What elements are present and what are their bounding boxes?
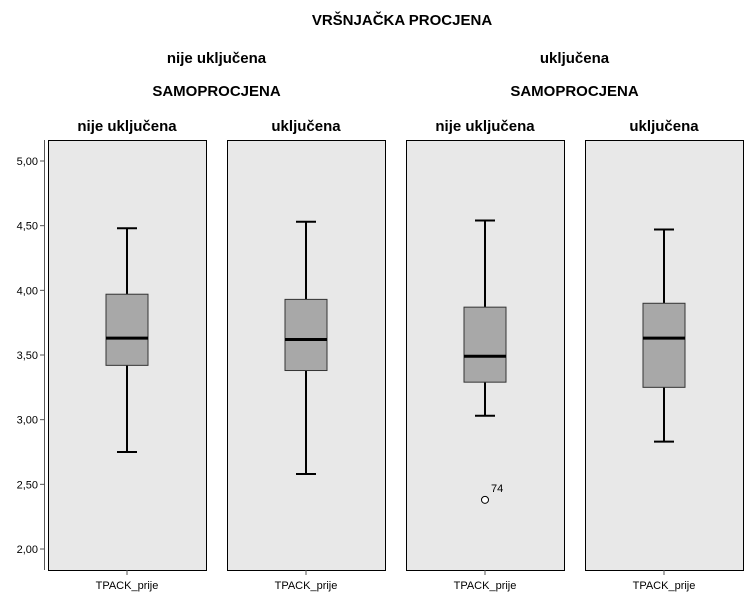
outer-facet-level-label: uključena xyxy=(540,50,610,67)
panel: uključena TPACK_prije xyxy=(227,118,386,592)
inner-facet-level-label: uključena xyxy=(271,118,341,135)
x-tick-label: TPACK_prije xyxy=(96,580,159,592)
y-tick-label: 2,00 xyxy=(17,544,38,556)
y-tick-label: 4,50 xyxy=(17,221,38,233)
inner-facet-level-label: nije uključena xyxy=(77,118,177,135)
outlier-label: 74 xyxy=(491,483,503,495)
x-tick-label: TPACK_prije xyxy=(633,580,696,592)
panel: uključena TPACK_prije xyxy=(585,118,744,592)
y-tick-label: 5,00 xyxy=(17,156,38,168)
panels: nije uključena TPACK_prije uključena TPACK_… xyxy=(48,118,744,592)
y-tick-label: 3,00 xyxy=(17,415,38,427)
x-tick-label: TPACK_prije xyxy=(454,580,517,592)
inner-facet-title: SAMOPROCJENA xyxy=(510,83,639,100)
iqr-box xyxy=(642,302,686,388)
outlier-point xyxy=(481,495,489,504)
iqr-box xyxy=(284,298,328,372)
inner-facet-title: SAMOPROCJENA xyxy=(152,83,281,100)
y-tick-label: 3,50 xyxy=(17,350,38,362)
facet-headers: nije uključena SAMOPROCJENA uključena SAMOP… xyxy=(152,50,639,100)
outer-facet-level-label: nije uključena xyxy=(167,50,267,67)
chart-title: VRŠNJAČKA PROCJENA xyxy=(312,11,492,29)
panel: nije uključena TPACK_prije 74 xyxy=(406,118,565,592)
iqr-box xyxy=(105,293,149,366)
inner-facet-level-label: uključena xyxy=(629,118,699,135)
y-tick-label: 2,50 xyxy=(17,479,38,491)
x-tick-label: TPACK_prije xyxy=(275,580,338,592)
y-tick-label: 4,00 xyxy=(17,285,38,297)
inner-facet-level-label: nije uključena xyxy=(435,118,535,135)
y-axis: 5,00 4,50 4,00 3,50 3,00 2,50 2,00 xyxy=(17,140,45,570)
iqr-box xyxy=(463,306,507,383)
panel: nije uključena TPACK_prije xyxy=(48,118,207,592)
